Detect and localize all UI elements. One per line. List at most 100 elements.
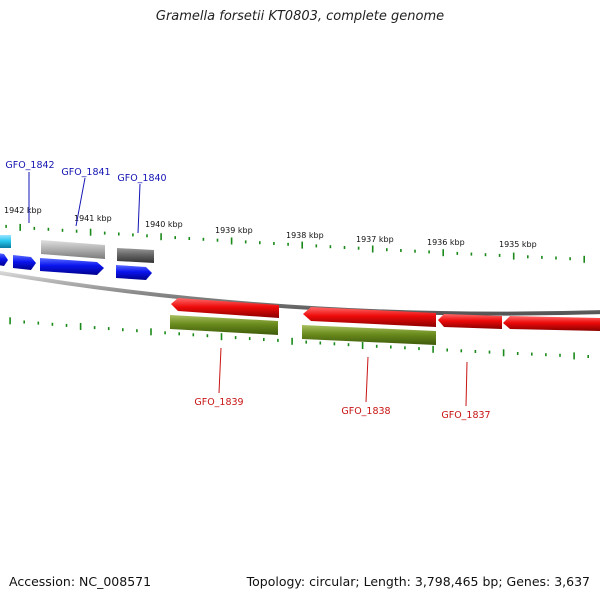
leader-line-gfo-1841 bbox=[75, 177, 86, 227]
inner-scale-major-tick bbox=[361, 342, 364, 349]
scale-label-1937: 1937 kbp bbox=[356, 235, 394, 244]
gene-feature-gfo-1840 bbox=[117, 248, 154, 263]
outer-scale-minor-tick bbox=[386, 248, 388, 252]
inner-scale-major-tick bbox=[432, 345, 434, 353]
inner-scale-minor-tick bbox=[488, 350, 491, 354]
leader-line-gfo-1838 bbox=[365, 356, 369, 403]
inner-scale-minor-tick bbox=[333, 342, 336, 346]
inner-scale-minor-tick bbox=[516, 352, 519, 355]
genome-backbone bbox=[0, 270, 600, 316]
inner-scale-minor-tick bbox=[319, 341, 322, 345]
gene-label-gfo-1842: GFO_1842 bbox=[5, 160, 54, 171]
outer-scale-major-tick bbox=[19, 223, 21, 231]
gene-feature-gfo-1841 bbox=[41, 240, 105, 259]
outer-scale-minor-tick bbox=[244, 240, 247, 244]
inner-scale-minor-tick bbox=[559, 353, 561, 357]
outer-scale-minor-tick bbox=[188, 237, 191, 240]
gene-feature-gfo-1839 bbox=[170, 315, 278, 335]
outer-scale-minor-tick bbox=[216, 238, 219, 242]
inner-scale-minor-tick bbox=[65, 323, 68, 327]
outer-scale-minor-tick bbox=[484, 253, 487, 257]
inner-scale-minor-tick bbox=[234, 336, 237, 340]
inner-scale-major-tick bbox=[291, 337, 293, 345]
scale-label-1942: 1942 kbp bbox=[4, 206, 42, 215]
outer-scale-major-tick bbox=[371, 245, 374, 253]
inner-scale-minor-tick bbox=[23, 320, 25, 324]
cds-arrow-partial bbox=[0, 253, 8, 266]
genome-summary-text: Topology: circular; Length: 3,798,465 bp… bbox=[246, 574, 590, 589]
inner-tick-scale bbox=[9, 317, 589, 360]
outer-scale-major-tick bbox=[583, 255, 585, 263]
inner-scale-minor-tick bbox=[390, 345, 392, 349]
inner-scale-minor-tick bbox=[277, 338, 279, 342]
inner-scale-minor-tick bbox=[545, 353, 547, 357]
scale-label-1939: 1939 kbp bbox=[215, 226, 253, 235]
outer-scale-minor-tick bbox=[428, 250, 430, 254]
gene-label-gfo-1840: GFO_1840 bbox=[117, 173, 166, 184]
inner-scale-major-tick bbox=[150, 328, 152, 336]
outer-scale-minor-tick bbox=[498, 253, 501, 257]
outer-scale-minor-tick bbox=[61, 228, 64, 232]
outer-scale-minor-tick bbox=[569, 257, 571, 261]
leader-line-gfo-1840 bbox=[137, 183, 141, 234]
gene-feature-cyan bbox=[0, 235, 11, 248]
cds-arrow-gfo-1841 bbox=[40, 258, 104, 275]
outer-scale-minor-tick bbox=[470, 252, 473, 256]
outer-scale-minor-tick bbox=[33, 226, 36, 230]
scale-label-1935: 1935 kbp bbox=[499, 240, 537, 249]
outer-scale-minor-tick bbox=[329, 245, 332, 249]
outer-scale-minor-tick bbox=[146, 234, 148, 238]
outer-scale-minor-tick bbox=[315, 244, 318, 248]
inner-scale-major-tick bbox=[502, 349, 505, 357]
cds-arrow-gfo-1840 bbox=[116, 265, 152, 280]
outer-scale-minor-tick bbox=[273, 242, 275, 245]
outer-scale-major-tick bbox=[512, 252, 515, 260]
cds-arrow-gfo-1842 bbox=[13, 255, 36, 270]
gene-label-gfo-1841: GFO_1841 bbox=[61, 167, 110, 178]
inner-scale-major-tick bbox=[573, 352, 575, 360]
genome-title: Gramella forsetii KT0803, complete genom… bbox=[155, 9, 445, 24]
inner-scale-minor-tick bbox=[263, 338, 265, 341]
inner-scale-minor-tick bbox=[375, 344, 378, 348]
inner-scale-minor-tick bbox=[136, 329, 138, 333]
inner-scale-minor-tick bbox=[418, 347, 420, 351]
outer-scale-minor-tick bbox=[357, 246, 360, 250]
outer-scale-major-tick bbox=[160, 233, 162, 241]
outer-scale-minor-tick bbox=[343, 246, 346, 249]
inner-scale-minor-tick bbox=[51, 322, 54, 326]
gene-label-gfo-1839: GFO_1839 bbox=[194, 397, 243, 408]
inner-scale-major-tick bbox=[79, 323, 82, 330]
cds-arrow-gfo-1839 bbox=[171, 298, 279, 318]
inner-scale-minor-tick bbox=[192, 333, 195, 337]
inner-scale-major-tick bbox=[9, 317, 11, 325]
outer-scale-minor-tick bbox=[118, 232, 120, 236]
scale-label-1936: 1936 kbp bbox=[427, 238, 465, 247]
outer-scale-major-tick bbox=[230, 237, 233, 245]
scale-label-1940: 1940 kbp bbox=[145, 220, 183, 229]
outer-scale-minor-tick bbox=[527, 255, 529, 259]
outer-scale-minor-tick bbox=[456, 251, 459, 255]
outer-scale-minor-tick bbox=[5, 224, 7, 228]
inner-scale-minor-tick bbox=[474, 350, 477, 353]
outer-scale-minor-tick bbox=[103, 231, 106, 235]
outer-scale-minor-tick bbox=[47, 227, 50, 231]
outer-scale-minor-tick bbox=[400, 249, 402, 252]
gene-label-gfo-1837: GFO_1837 bbox=[441, 410, 490, 421]
inner-scale-minor-tick bbox=[93, 326, 96, 330]
inner-scale-minor-tick bbox=[587, 355, 589, 358]
inner-scale-minor-tick bbox=[37, 321, 40, 325]
outer-scale-minor-tick bbox=[75, 229, 78, 233]
inner-scale-minor-tick bbox=[107, 327, 110, 331]
outer-scale-minor-tick bbox=[414, 249, 416, 253]
inner-scale-minor-tick bbox=[404, 346, 406, 350]
inner-scale-minor-tick bbox=[178, 332, 180, 336]
inner-scale-minor-tick bbox=[347, 343, 350, 347]
scale-label-1938: 1938 kbp bbox=[286, 231, 324, 240]
outer-scale-major-tick bbox=[301, 241, 303, 249]
leader-line-gfo-1837 bbox=[465, 361, 468, 407]
inner-scale-minor-tick bbox=[460, 349, 463, 353]
outer-scale-major-tick bbox=[442, 249, 444, 257]
outer-scale-minor-tick bbox=[287, 242, 289, 246]
leader-line-gfo-1839 bbox=[218, 347, 222, 394]
